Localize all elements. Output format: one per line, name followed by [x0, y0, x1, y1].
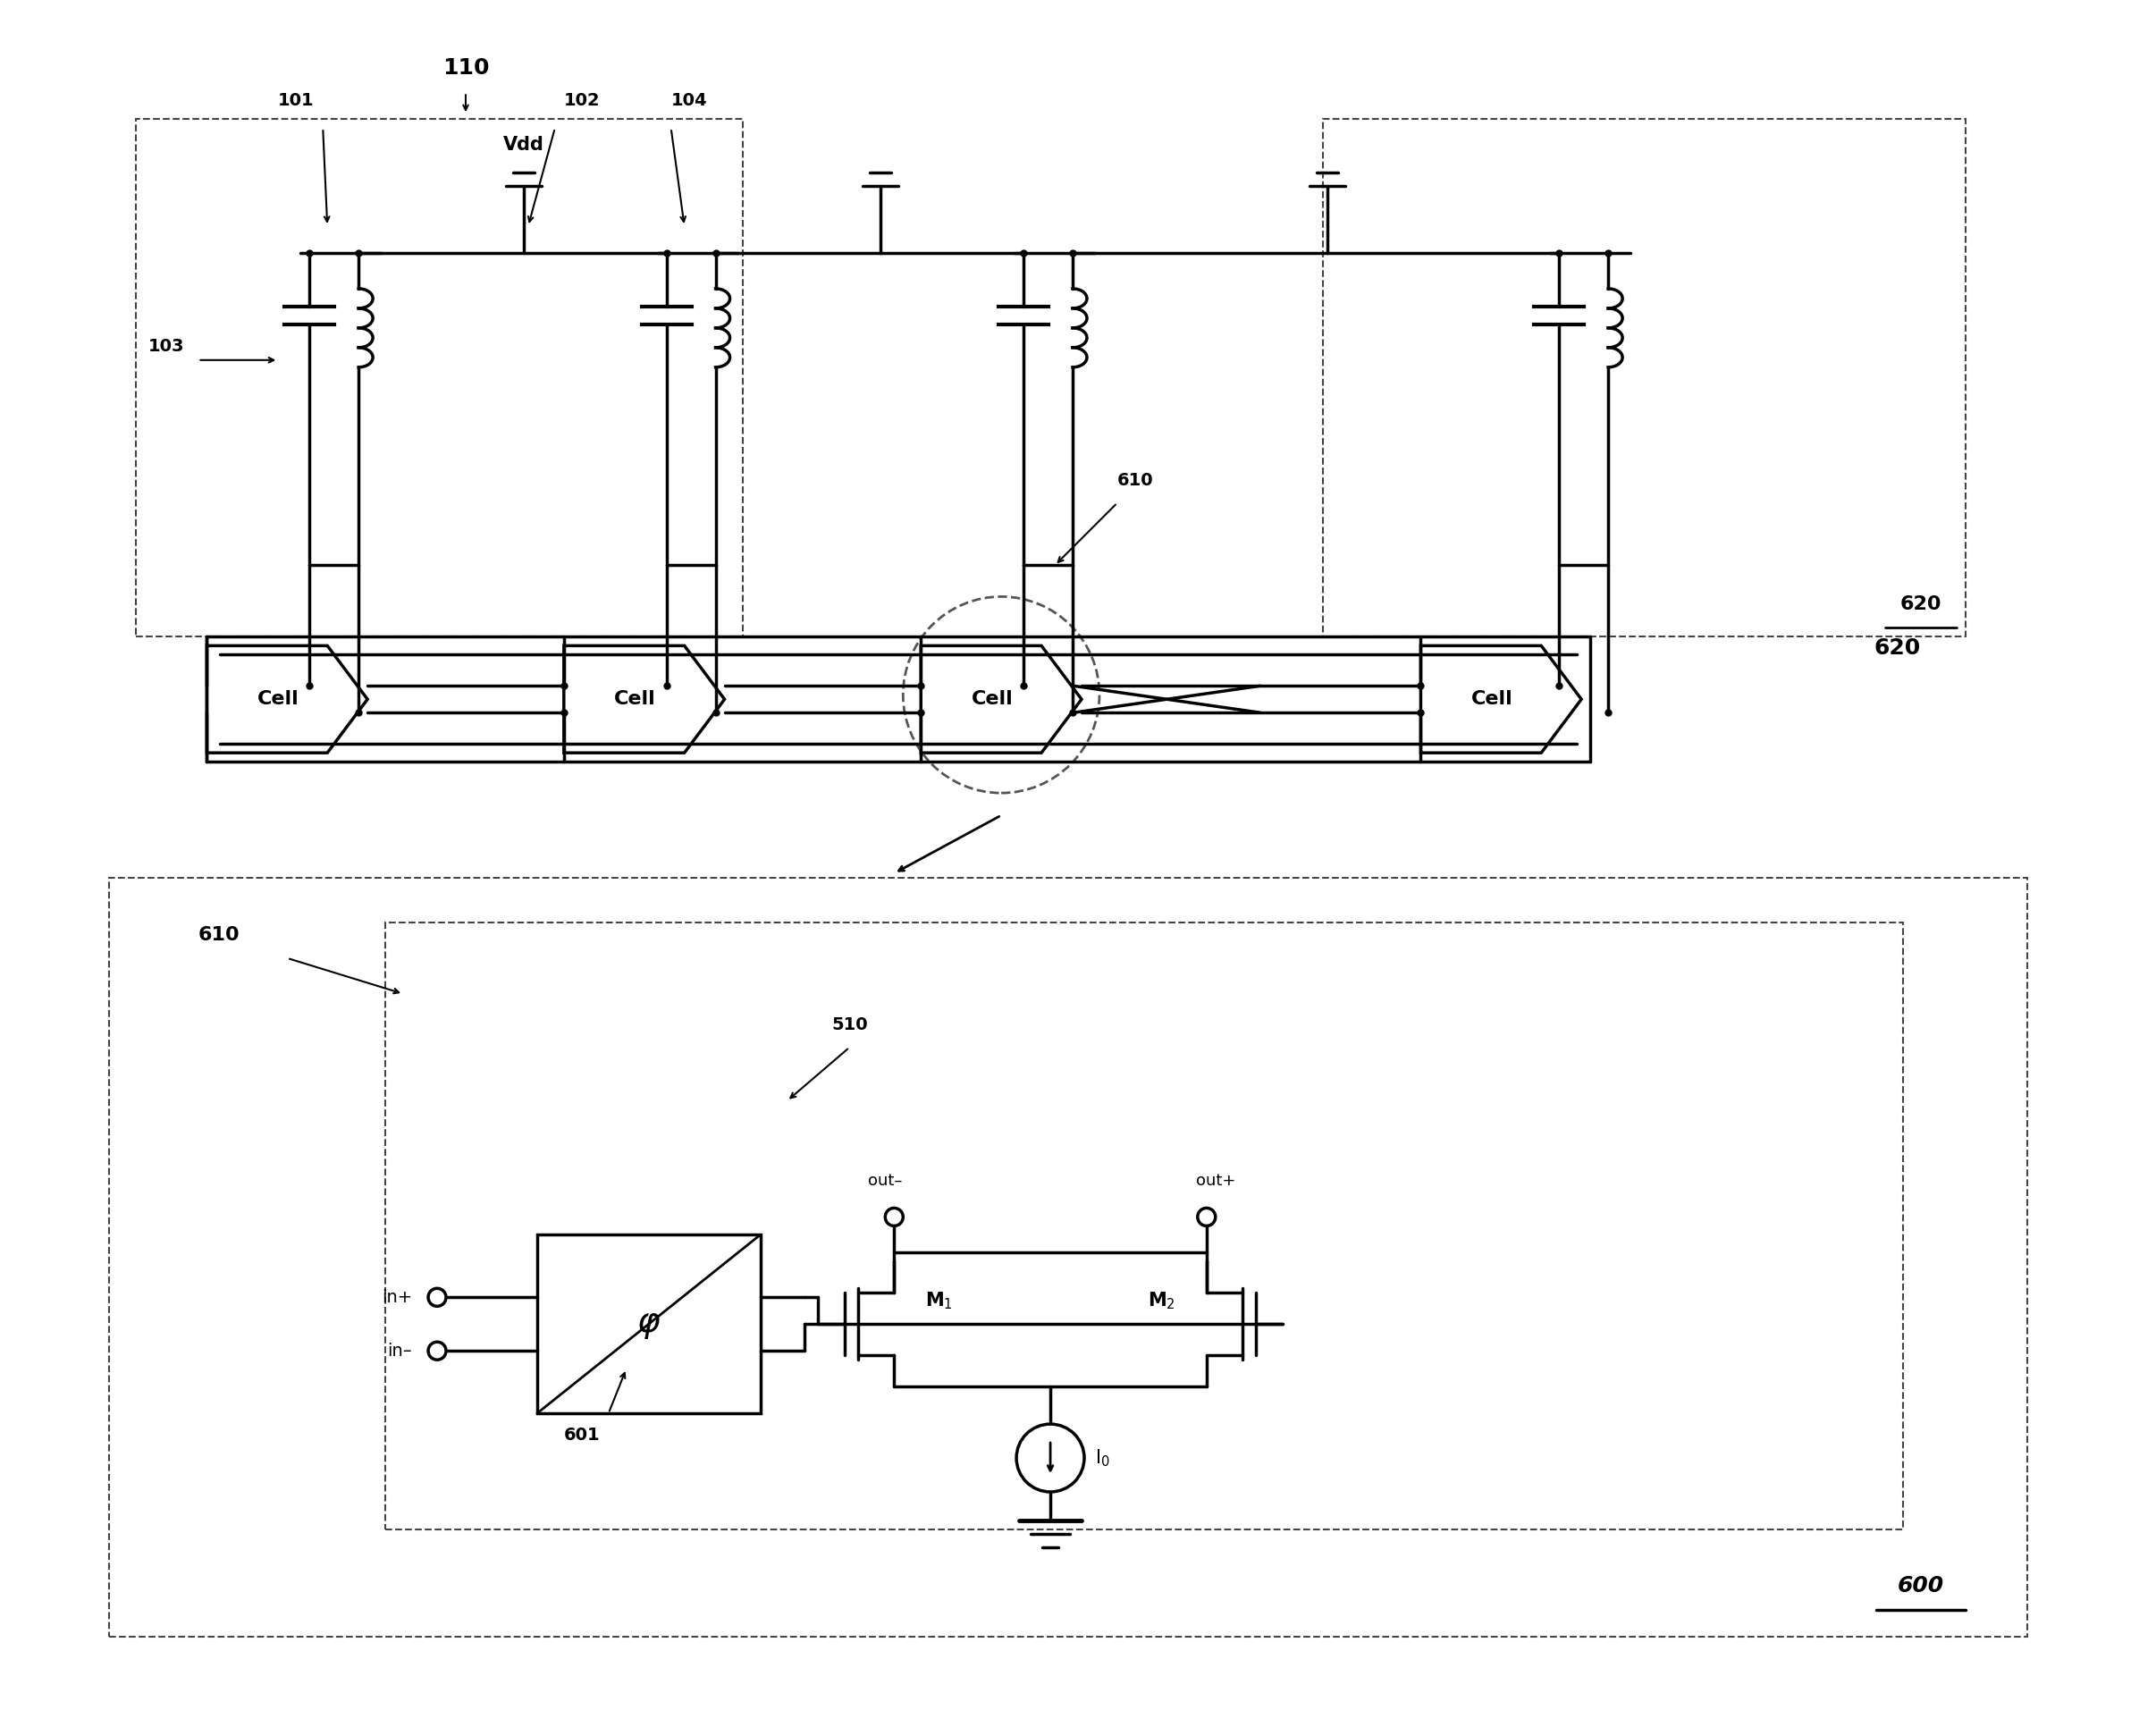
Text: 104: 104	[671, 92, 707, 109]
Bar	[1322, 119, 1966, 637]
Text: M$_2$: M$_2$	[1149, 1290, 1175, 1311]
Bar	[136, 119, 742, 637]
Text: 102: 102	[563, 92, 599, 109]
Text: 101: 101	[278, 92, 315, 109]
Text: out+: out+	[1197, 1173, 1235, 1190]
Text: 610: 610	[1117, 471, 1153, 489]
Text: M$_1$: M$_1$	[925, 1290, 953, 1311]
Bar	[386, 922, 1904, 1530]
Text: Cell: Cell	[972, 691, 1013, 708]
Text: Cell: Cell	[614, 691, 655, 708]
Text: 600: 600	[1897, 1575, 1945, 1596]
Text: Vdd: Vdd	[502, 136, 543, 154]
Text: 620: 620	[1874, 637, 1921, 660]
Text: in+: in+	[382, 1288, 412, 1306]
Text: 510: 510	[832, 1015, 867, 1033]
Bar	[537, 1235, 761, 1413]
Text: $\varphi$: $\varphi$	[636, 1307, 662, 1342]
Text: out–: out–	[869, 1173, 903, 1190]
Text: I$_0$: I$_0$	[1095, 1447, 1110, 1468]
Text: in–: in–	[388, 1342, 412, 1359]
Text: Cell: Cell	[257, 691, 300, 708]
Text: 103: 103	[149, 338, 185, 354]
Text: 110: 110	[442, 57, 489, 79]
Text: 601: 601	[563, 1427, 599, 1444]
Text: Cell: Cell	[1470, 691, 1514, 708]
Text: 610: 610	[198, 926, 239, 945]
Text: 620: 620	[1899, 596, 1940, 613]
Bar	[108, 877, 2027, 1637]
